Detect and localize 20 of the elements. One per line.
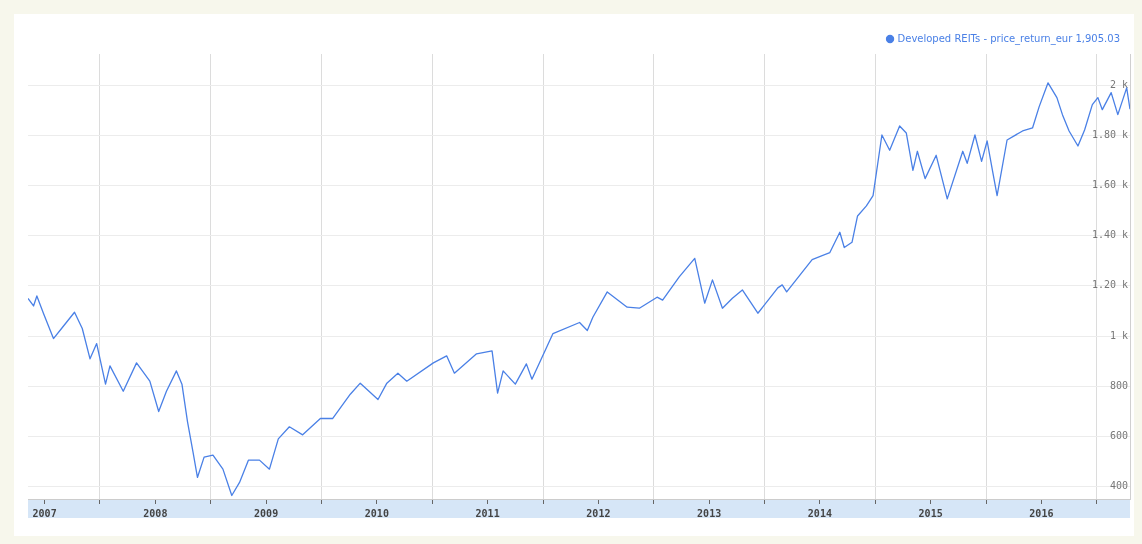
x-tick-label: 2007 (32, 507, 57, 519)
y-tick-label: 1.40 k (1091, 229, 1128, 241)
x-tick-label: 2010 (364, 507, 389, 519)
x-tick-label: 2015 (918, 507, 943, 519)
y-tick-label: 800 (1109, 379, 1128, 391)
y-tick-label: 1 k (1109, 329, 1128, 341)
x-tick-label: 2012 (586, 507, 611, 519)
x-tick-label: 2008 (143, 507, 168, 519)
legend-label: Developed REITs - price_return_eur 1,905.03 (897, 32, 1120, 45)
y-tick-label: 600 (1109, 429, 1128, 441)
x-tick-label: 2016 (1029, 507, 1054, 519)
y-tick-label: 2 k (1109, 78, 1128, 90)
x-tick-label: 2011 (475, 507, 500, 519)
x-tick-label: 2014 (807, 507, 832, 519)
y-tick-label: 1.80 k (1091, 129, 1128, 141)
x-tick-label: 2013 (697, 507, 722, 519)
y-tick-label: 400 (1109, 480, 1128, 492)
y-tick-label: 1.60 k (1091, 179, 1128, 191)
x-tick-label: 2009 (254, 507, 279, 519)
y-tick-label: 1.20 k (1091, 279, 1128, 291)
